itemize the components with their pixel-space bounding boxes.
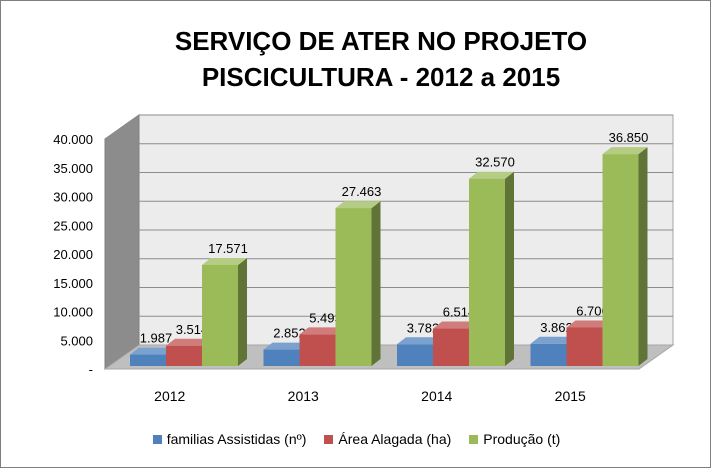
y-tick-label: 30.000 [53,190,93,205]
y-tick-label: 35.000 [53,161,93,176]
data-label: 1.987 [140,331,173,346]
bar [335,208,372,366]
bar-top [166,338,211,346]
bar-top [530,336,576,344]
x-tick-label: 2012 [154,388,185,404]
bar [433,328,469,366]
chart-title: SERVIÇO DE ATER NO PROJETO PISCICULTURA … [1,23,711,95]
bar [530,343,567,366]
gridline [104,114,673,140]
data-label: 3.782 [407,320,440,335]
bar-top [397,337,442,345]
x-tick-label: 2014 [421,388,452,404]
x-tick-label: 2015 [555,388,586,404]
data-label: 6.700 [576,303,609,318]
bar [263,349,300,366]
bar-top [130,347,175,355]
x-tick-label: 2013 [288,388,319,404]
chart-title-line-1: SERVIÇO DE ATER NO PROJETO [174,26,588,56]
y-tick-label: 20.000 [53,247,93,262]
bar [469,178,505,366]
data-label: 5.493 [309,310,342,325]
legend-label-familias: familias Assistidas (nº) [166,431,307,447]
bar [166,345,202,366]
legend-item-area: Área Alagada (ha) [324,431,451,447]
bar-side [505,171,514,366]
data-label: 3.862 [540,320,573,335]
data-label: 6.514 [443,305,476,320]
bar-side [238,257,247,366]
data-label: 17.571 [208,241,248,256]
bar-side [371,201,381,366]
y-tick-label: 25.000 [53,218,93,233]
bar-side [638,147,648,366]
gridline [104,143,673,169]
y-tick-label: 10.000 [53,305,93,320]
legend-swatch-producao [469,434,479,444]
data-label: 32.570 [475,155,515,170]
chart-title-line-2: PISCICULTURA - 2012 a 2015 [201,62,561,92]
legend-label-area: Área Alagada (ha) [338,431,452,447]
bar-top [602,147,648,155]
bar-top [202,257,247,265]
legend-item-familias: familias Assistidas (nº) [152,431,307,447]
y-tick-label: - [89,362,93,377]
bar-top [263,342,309,350]
y-tick-label: 40.000 [53,132,93,147]
legend-label-producao: Produção (t) [483,431,561,447]
bar [130,354,166,366]
data-label: 36.850 [609,130,649,145]
bar [566,327,603,366]
bar-top [433,321,478,329]
data-label: 3.514 [176,322,209,337]
bar-top [335,201,381,209]
y-tick-label: 5.000 [60,333,93,348]
legend-swatch-area [324,434,334,444]
legend-swatch-familias [152,434,162,444]
bar-top [566,320,612,328]
bar [602,154,639,366]
bar [202,264,238,366]
legend-item-producao: Produção (t) [469,431,560,447]
bar-top [299,327,345,335]
data-label: 27.463 [342,184,382,199]
bar [397,344,433,366]
bar [299,334,336,366]
bar-top [469,171,514,179]
chart-legend: familias Assistidas (nº) Área Alagada (h… [1,431,711,447]
y-tick-label: 15.000 [53,276,93,291]
data-label: 2.852 [273,326,306,341]
